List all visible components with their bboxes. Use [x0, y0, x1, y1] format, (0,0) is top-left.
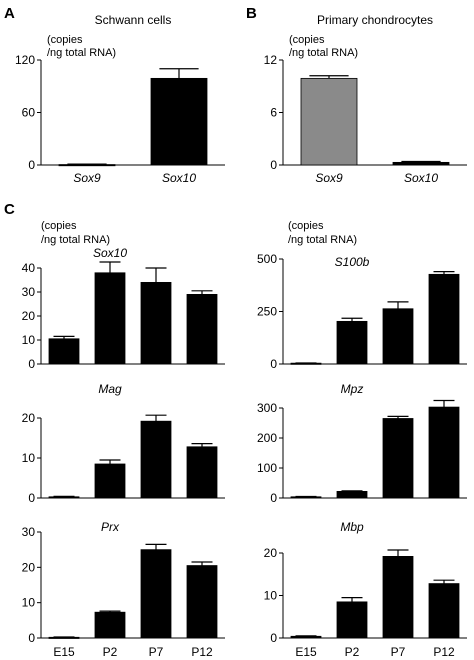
bar-p7 — [140, 549, 172, 639]
panel-c-left-ylabel-line1: (copies — [41, 220, 77, 232]
x-tick-label-p7: P7 — [149, 645, 164, 659]
x-tick-label-p2: P2 — [103, 645, 118, 659]
x-tick-label-p2: P2 — [345, 645, 360, 659]
bar-p7 — [140, 420, 172, 499]
y-tick-label: 6 — [270, 106, 277, 120]
x-tick-label-e15: E15 — [53, 645, 75, 659]
panel-c-right-ylabel-line1: (copies — [288, 220, 324, 232]
y-tick-label: 0 — [28, 357, 35, 371]
x-tick-label-p12: P12 — [191, 645, 213, 659]
bar-p12 — [428, 583, 460, 639]
x-tick-label-sox10: Sox10 — [404, 171, 438, 185]
chart-title: Primary chondrocytes — [317, 13, 433, 27]
x-tick-label-sox9: Sox9 — [315, 171, 343, 185]
chart-c-mag: Mag 0 10 20 — [22, 382, 225, 505]
bar-p12 — [428, 406, 460, 499]
chart-title: Sox10 — [93, 246, 127, 260]
panel-c-right-ylabel-line2: /ng total RNA) — [288, 234, 357, 246]
chart-title: Schwann cells — [95, 13, 172, 27]
y-tick-label: 200 — [257, 431, 277, 445]
y-tick-label: 0 — [270, 158, 277, 172]
bar-e15 — [48, 338, 80, 365]
y-axis-label-line1: (copies — [47, 34, 83, 46]
bar-p2 — [94, 611, 126, 639]
x-tick-label-p7: P7 — [391, 645, 406, 659]
chart-c-sox10: Sox10 0 10 20 30 40 — [22, 246, 225, 371]
bar-p2 — [336, 320, 368, 365]
y-tick-label: 500 — [257, 252, 277, 266]
chart-c-s100b: S100b 0 250 500 — [257, 252, 467, 371]
chart-title: S100b — [335, 255, 370, 269]
y-tick-label: 20 — [264, 546, 278, 560]
bar-charts: Schwann cells(copies/ng total RNA)060120… — [15, 13, 467, 659]
y-tick-label: 120 — [15, 53, 35, 67]
chart-title: Mbp — [340, 520, 364, 534]
y-tick-label: 60 — [22, 106, 36, 120]
panel-c-left-ylabel-line2: /ng total RNA) — [41, 234, 110, 246]
y-tick-label: 0 — [270, 357, 277, 371]
y-tick-label: 20 — [22, 309, 36, 323]
y-axis-label-line2: /ng total RNA) — [47, 47, 116, 59]
y-tick-label: 0 — [28, 631, 35, 645]
bar-p12 — [428, 273, 460, 365]
y-tick-label: 0 — [28, 158, 35, 172]
bar-p7 — [140, 281, 172, 365]
y-axis-label-line1: (copies — [289, 34, 325, 46]
chart-title: Prx — [101, 520, 120, 534]
y-tick-label: 12 — [264, 53, 278, 67]
bar-p2 — [94, 272, 126, 365]
bar-p12 — [186, 293, 218, 365]
bar-p12 — [186, 565, 218, 639]
y-tick-label: 300 — [257, 401, 277, 415]
y-axis-label-line2: /ng total RNA) — [289, 47, 358, 59]
bar-p7 — [382, 556, 414, 639]
bar-sox10 — [150, 77, 208, 166]
panel-letter-b: B — [246, 5, 257, 22]
chart-c-mbp: Mbp 0 10 20 E15 P2 P7 P12 — [264, 520, 467, 659]
panel-letter-a: A — [4, 5, 15, 22]
bar-p7 — [382, 308, 414, 365]
y-tick-label: 0 — [28, 491, 35, 505]
y-tick-label: 40 — [22, 261, 36, 275]
y-tick-label: 10 — [22, 451, 36, 465]
bar-p2 — [94, 463, 126, 499]
y-tick-label: 0 — [270, 631, 277, 645]
y-tick-label: 30 — [22, 285, 36, 299]
y-tick-label: 10 — [264, 589, 278, 603]
chart-c-prx: Prx 0 10 20 30 E15 P2 P7 P12 — [22, 520, 225, 659]
x-tick-label-e15: E15 — [295, 645, 317, 659]
chart-a-schwann-cells: Schwann cells (copies/ng total RNA) 0 60 120… — [15, 13, 225, 185]
y-tick-label: 30 — [22, 525, 36, 539]
bar-p7 — [382, 418, 414, 499]
bar-p2 — [336, 601, 368, 639]
panel-letter-c: C — [4, 201, 15, 218]
bar-p2 — [336, 490, 368, 499]
chart-b-primary-chondrocytes: Primary chondrocytes (copies/ng total RNA… — [264, 13, 467, 185]
x-tick-label-sox9: Sox9 — [73, 171, 101, 185]
bar-e15 — [290, 635, 322, 639]
chart-c-mpz: Mpz 0 100 200 300 — [257, 382, 467, 505]
y-tick-label: 20 — [22, 411, 36, 425]
chart-title: Mpz — [341, 382, 364, 396]
y-tick-label: 10 — [22, 596, 36, 610]
bar-p12 — [186, 446, 218, 499]
y-tick-label: 100 — [257, 461, 277, 475]
bar-sox10 — [392, 161, 450, 166]
bar-sox9 — [300, 77, 358, 166]
x-tick-label-sox10: Sox10 — [162, 171, 196, 185]
bar-sox9 — [58, 164, 116, 167]
y-tick-label: 0 — [270, 491, 277, 505]
y-tick-label: 20 — [22, 560, 36, 574]
x-tick-label-p12: P12 — [433, 645, 455, 659]
chart-title: Mag — [98, 382, 122, 396]
y-tick-label: 250 — [257, 305, 277, 319]
y-tick-label: 10 — [22, 333, 36, 347]
